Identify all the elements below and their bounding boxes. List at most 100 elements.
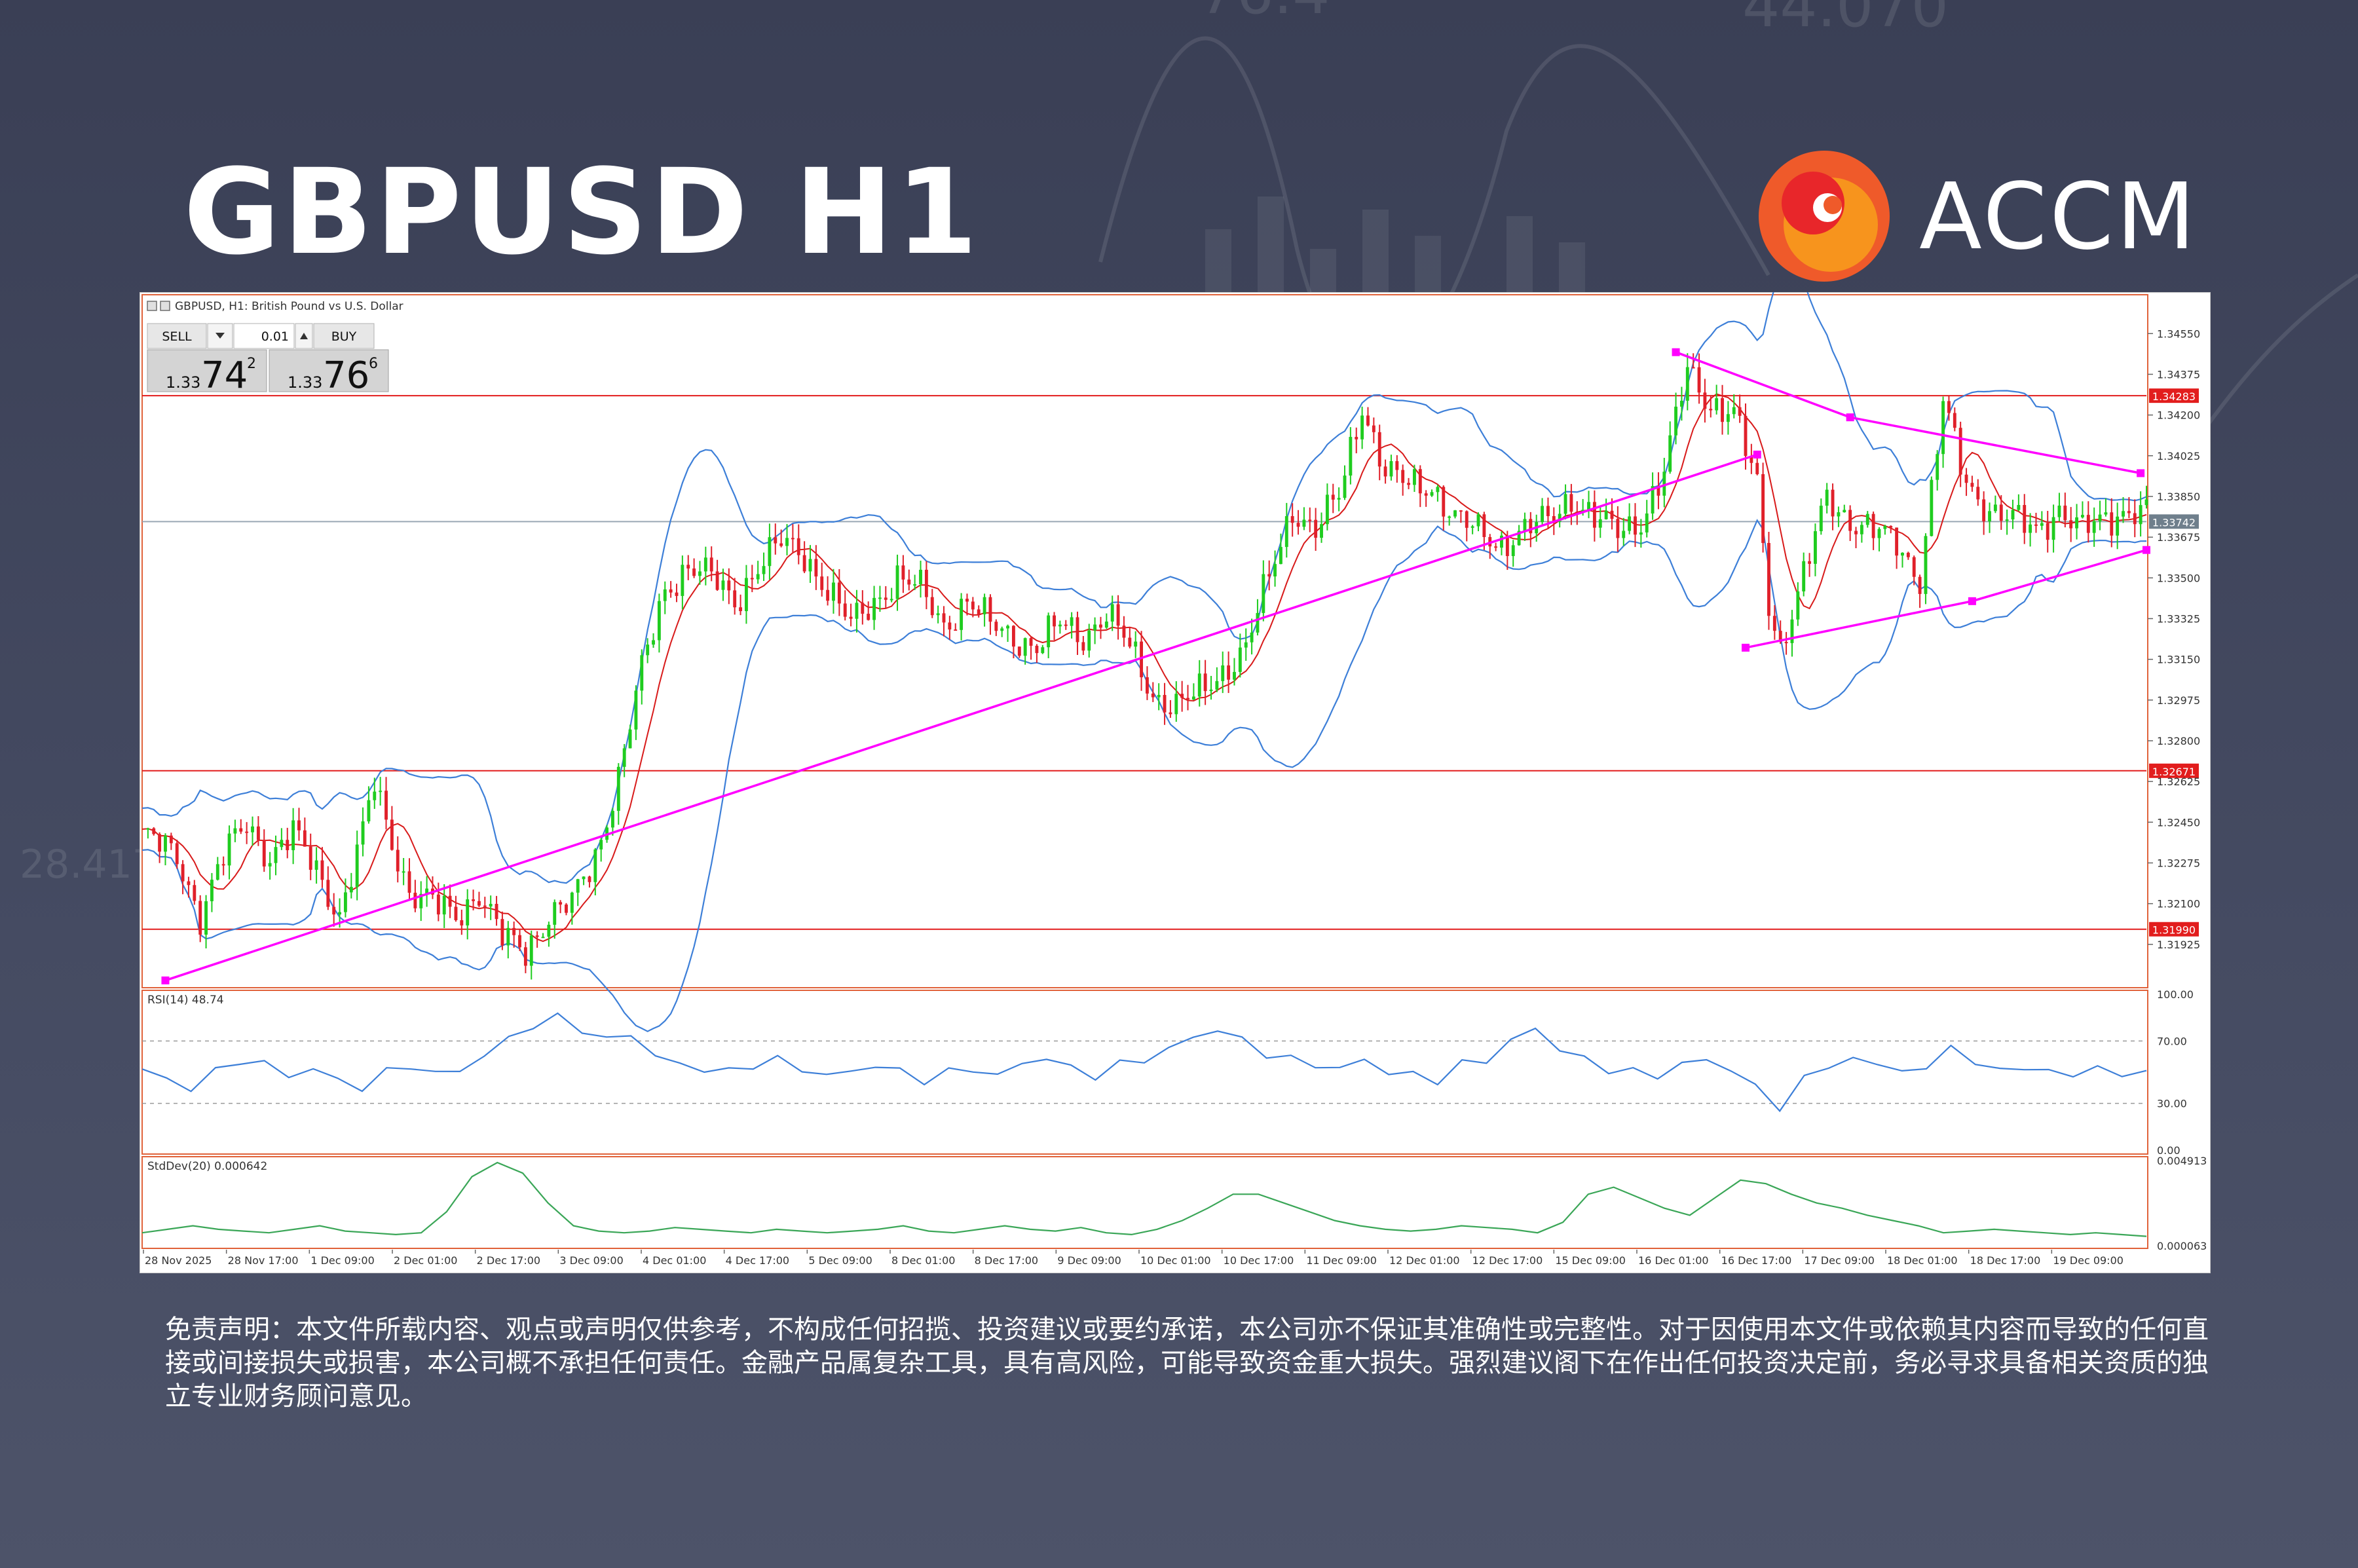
x-tick-label: 19 Dec 09:00 (2053, 1254, 2124, 1267)
candle-body (495, 904, 498, 920)
trendline-handle[interactable] (1968, 597, 1976, 605)
candle-body (709, 557, 713, 572)
buy-price-box[interactable]: 1.33 76 6 (269, 349, 389, 397)
candle-body (1081, 642, 1085, 651)
candle-body (169, 835, 173, 844)
candle-body (1802, 561, 1806, 591)
candle-body (1750, 456, 1753, 463)
candle-body (832, 582, 835, 601)
candle-body (1273, 564, 1277, 577)
rsi-label: RSI(14) 48.74 (147, 994, 224, 1007)
candle-body (1656, 486, 1660, 496)
chevron-up-icon (300, 333, 308, 339)
candle-body (1668, 435, 1672, 472)
candle-body (1883, 526, 1887, 529)
candle-body (2086, 515, 2090, 533)
candle-body (919, 569, 922, 585)
trendline-handle[interactable] (2143, 546, 2150, 554)
candle-body (326, 880, 330, 907)
candle-body (472, 899, 476, 901)
lot-input[interactable] (233, 323, 295, 349)
candle-body (2023, 505, 2027, 533)
candle-body (2080, 515, 2084, 517)
candle-body (1999, 504, 2003, 521)
candle-body (1349, 437, 1353, 476)
candle-body (407, 871, 411, 893)
candle-body (1448, 516, 1451, 518)
candle-body (2051, 517, 2055, 540)
bg-number-2: 44.070 (1742, 0, 1949, 41)
candle-body (791, 538, 795, 540)
accm-logo-icon (1759, 151, 1890, 282)
candle-body (744, 578, 748, 612)
candle-body (1314, 519, 1318, 538)
candle-body (1267, 574, 1271, 577)
candle-body (762, 566, 766, 574)
candle-body (198, 901, 202, 935)
candle-body (1053, 615, 1056, 627)
sell-button[interactable]: SELL (147, 323, 207, 349)
candle-body (1290, 516, 1294, 523)
candle-body (872, 597, 876, 620)
x-tick-label: 4 Dec 01:00 (643, 1254, 706, 1267)
candle-body (204, 901, 208, 935)
candle-body (1203, 673, 1207, 692)
y-tick-label: 1.33500 (2157, 572, 2200, 584)
trendline-handle[interactable] (161, 976, 170, 984)
candle-body (1819, 506, 1823, 532)
trendline-handle[interactable] (2137, 469, 2145, 477)
candle-body (1529, 519, 1533, 534)
candle-body (1651, 486, 1655, 513)
trendline-handle[interactable] (1846, 413, 1854, 422)
candle-body (1308, 519, 1312, 521)
candle-body (675, 592, 679, 596)
y-tick-label: 1.34375 (2157, 368, 2200, 381)
candle-body (942, 613, 946, 623)
candle-body (1401, 470, 1405, 483)
lot-dropdown[interactable] (207, 323, 233, 349)
stddev-line (141, 1161, 2147, 1237)
x-tick-label: 10 Dec 01:00 (1140, 1254, 1211, 1267)
candle-body (297, 820, 301, 831)
buy-label: BUY (331, 329, 357, 344)
stddev-tick-label: 0.000063 (2157, 1240, 2207, 1252)
candle-body (523, 947, 527, 966)
candle-body (2046, 523, 2049, 540)
candle-body (2139, 505, 2143, 525)
trendline-handle[interactable] (1753, 451, 1761, 459)
y-tick-label: 1.33150 (2157, 654, 2200, 666)
trendline-handle[interactable] (1672, 348, 1680, 356)
x-tick-label: 16 Dec 01:00 (1638, 1254, 1709, 1267)
y-tick-label: 1.33850 (2157, 491, 2200, 503)
candle-body (338, 912, 342, 915)
candle-body (1865, 513, 1869, 525)
candle-body (1685, 367, 1689, 401)
candle-body (1772, 616, 1776, 631)
trendline[interactable] (164, 453, 1758, 982)
x-tick-label: 4 Dec 17:00 (726, 1254, 789, 1267)
candle-body (489, 904, 493, 907)
candle-body (1017, 646, 1021, 656)
candle-body (2092, 521, 2096, 533)
sell-price-box[interactable]: 1.33 74 2 (147, 349, 267, 397)
candle-body (2017, 505, 2021, 510)
candle-body (274, 847, 278, 863)
brand-name: ACCM (1919, 164, 2198, 271)
candle-body (1093, 624, 1097, 631)
lot-stepper[interactable] (295, 323, 313, 349)
candle-body (878, 597, 882, 599)
candle-body (1076, 617, 1079, 643)
candle-body (1523, 519, 1527, 531)
candle-body (703, 557, 707, 572)
candle-body (2063, 505, 2067, 521)
candle-body (1889, 526, 1893, 528)
candle-body (930, 597, 934, 616)
candle-body (1511, 545, 1515, 556)
trendline-handle[interactable] (1742, 643, 1750, 652)
sell-price-big: 74 (201, 354, 248, 397)
chevron-down-icon (215, 333, 225, 339)
candle-body (1418, 469, 1422, 494)
candle-body (721, 580, 725, 590)
x-tick-label: 8 Dec 17:00 (975, 1254, 1038, 1267)
buy-button[interactable]: BUY (313, 323, 375, 349)
